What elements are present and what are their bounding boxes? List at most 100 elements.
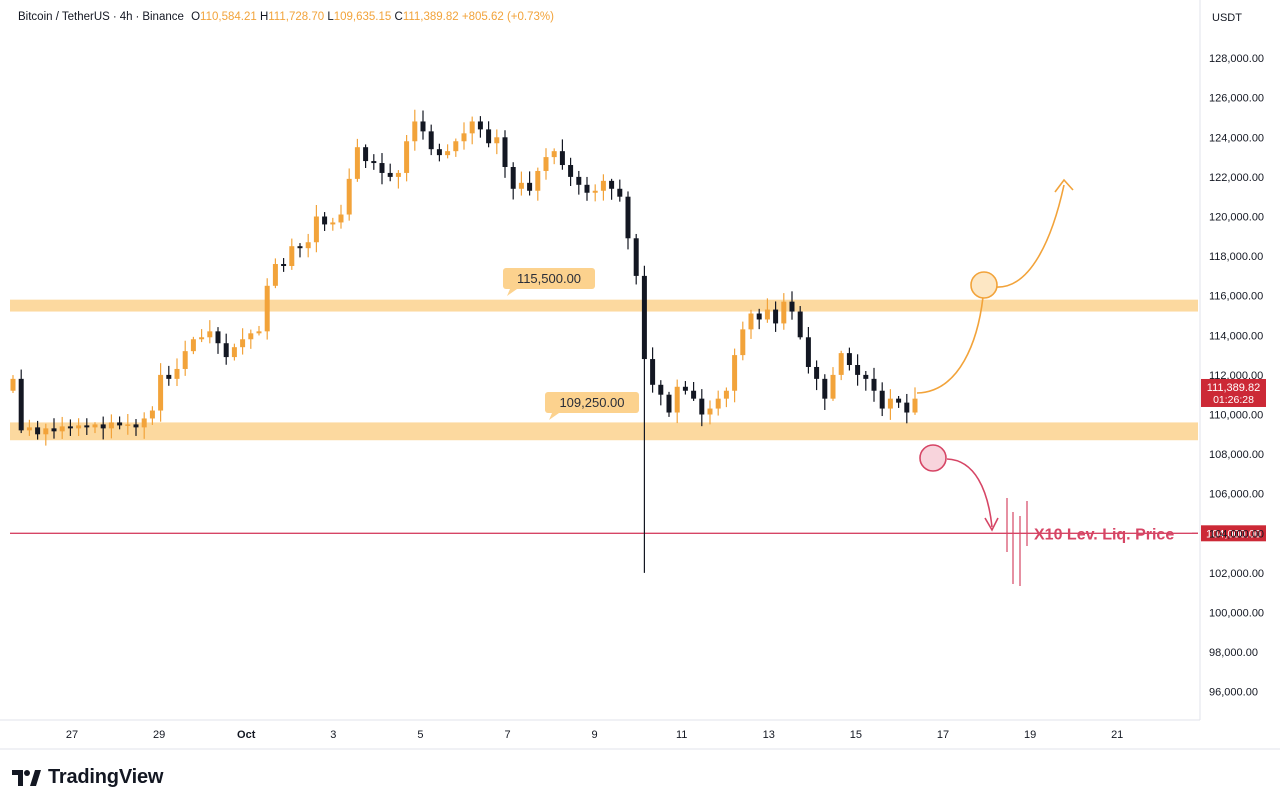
candle — [887, 389, 893, 420]
candle-body — [625, 196, 631, 239]
candle — [568, 157, 574, 187]
symbol-name[interactable]: Bitcoin / TetherUS — [18, 11, 110, 23]
candle-body — [404, 141, 410, 173]
candle-body — [723, 390, 729, 399]
candle-body — [658, 384, 664, 395]
candle-body — [666, 394, 672, 413]
projection-down-arrowhead — [984, 517, 999, 532]
candle — [10, 375, 16, 393]
candle-body — [387, 172, 393, 177]
candle-body — [453, 141, 459, 152]
candle — [264, 278, 270, 340]
bar-countdown-text: 01:26:28 — [1213, 394, 1254, 406]
candle — [363, 144, 369, 168]
candle — [494, 129, 500, 155]
time-tick-label: 3 — [330, 729, 336, 741]
candle-body — [576, 176, 582, 185]
time-tick-label: 19 — [1024, 729, 1036, 741]
candle — [773, 301, 779, 332]
projection-up-arrowhead — [1054, 178, 1074, 193]
candle-body — [650, 359, 656, 385]
candle-body — [297, 246, 303, 249]
candle-body — [354, 147, 360, 179]
candle — [609, 178, 615, 200]
candle — [371, 154, 377, 170]
candle — [510, 162, 516, 200]
candle-body — [363, 147, 369, 162]
candle — [92, 422, 98, 434]
candle — [732, 348, 738, 403]
candle — [256, 325, 262, 336]
candle — [576, 170, 582, 195]
axes-layer: 96,000.00 98,000.00 100,000.00 102,000.00 10… — [0, 0, 1280, 750]
candle — [838, 350, 844, 381]
candle — [600, 174, 606, 201]
price-tick-label: 116,000.00 — [1209, 291, 1263, 303]
price-tick-label: 102,000.00 — [1209, 568, 1264, 580]
candle-body — [551, 151, 557, 158]
candle-body — [231, 347, 237, 358]
candle — [896, 396, 902, 408]
candle-body — [707, 408, 713, 415]
candle — [764, 298, 770, 323]
candle — [879, 382, 885, 417]
candle — [43, 423, 49, 446]
candle — [51, 418, 57, 439]
candle-body — [543, 157, 549, 171]
time-tick-label: 29 — [153, 729, 165, 741]
price-tick-label: 114,000.00 — [1209, 330, 1263, 342]
candle — [84, 418, 90, 435]
brand-name: TradingView — [48, 766, 164, 788]
time-tick-label: 5 — [417, 729, 423, 741]
candle-body — [904, 402, 910, 413]
candle — [855, 354, 861, 386]
candle — [387, 163, 393, 182]
price-tick-label: 98,000.00 — [1209, 647, 1258, 659]
candle — [404, 134, 410, 182]
candle-body — [773, 309, 779, 324]
candle-body — [633, 238, 639, 276]
liquidation-price-tag-bg — [1201, 525, 1266, 542]
candle-body — [682, 386, 688, 391]
candle-body — [756, 313, 762, 320]
candle — [395, 170, 401, 189]
candle-body — [412, 121, 418, 142]
candle-body — [559, 151, 565, 166]
candle — [412, 109, 418, 151]
price-tick-label: 110,000.00 — [1209, 410, 1263, 422]
liquidation-layer: X10 Lev. Liq. Price 104,000.00 — [10, 498, 1266, 586]
candle-body — [166, 374, 172, 379]
candle — [420, 110, 426, 140]
zone-label-box — [503, 268, 595, 289]
candle-body — [699, 398, 705, 415]
projection-up-circle — [970, 271, 998, 299]
price-axis-unit[interactable]: USDT — [1212, 12, 1242, 24]
price-tick-label: 108,000.00 — [1209, 449, 1264, 461]
support-resistance-zone — [10, 422, 1198, 441]
zone-label-text: 115,500.00 — [517, 271, 581, 286]
zone-label-pointer — [507, 289, 517, 296]
candle-body — [674, 386, 680, 413]
tradingview-brand[interactable]: TradingView — [12, 766, 163, 789]
annotation-layer — [916, 178, 1074, 532]
candle-body — [748, 313, 754, 330]
candle — [584, 176, 590, 201]
time-tick-label: Oct — [237, 729, 256, 741]
candle — [166, 365, 172, 386]
candle — [641, 265, 647, 573]
candle-body — [691, 390, 697, 399]
interval-label[interactable]: 4h — [119, 11, 133, 23]
ohlc-change: +805.62 (+0.73%) — [461, 11, 554, 23]
candle — [691, 381, 697, 401]
current-price-tag-bg — [1201, 378, 1266, 407]
candle — [863, 371, 869, 391]
zone-price-label: 109,250.00 — [545, 392, 639, 420]
candle — [789, 291, 795, 320]
projection-down-curve — [946, 458, 993, 528]
candle-body — [445, 151, 451, 156]
candle-body — [502, 137, 508, 167]
candle — [289, 238, 295, 270]
candle-body — [863, 374, 869, 379]
candle — [715, 390, 721, 416]
